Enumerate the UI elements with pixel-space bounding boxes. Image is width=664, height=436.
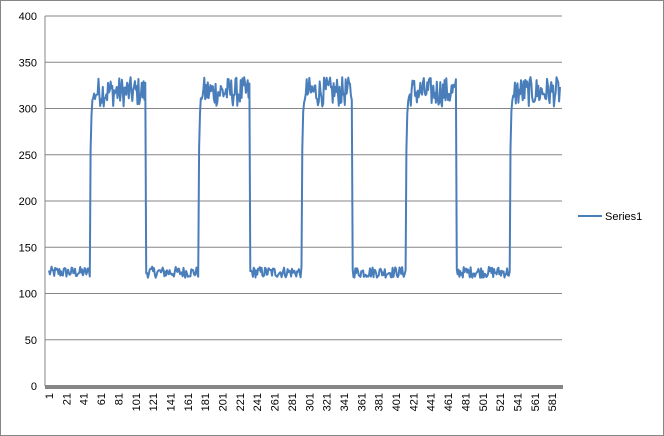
- y-tick-label: 50: [25, 335, 37, 347]
- gridlines: [44, 15, 562, 386]
- y-tick-label: 350: [19, 57, 37, 69]
- x-tick-label: 1: [44, 393, 56, 399]
- x-tick-label: 121: [148, 393, 160, 411]
- x-tick-label: 441: [426, 393, 438, 411]
- x-tick-label: 261: [270, 393, 282, 411]
- series1-line: [48, 76, 561, 279]
- x-tick-label: 421: [408, 393, 420, 411]
- x-tick-label: 541: [512, 393, 524, 411]
- x-tick-label: 581: [547, 393, 559, 411]
- x-tick-label: 401: [391, 393, 403, 411]
- y-tick-label: 400: [19, 11, 37, 23]
- x-tick-label: 241: [252, 393, 264, 411]
- x-tick-label: 341: [339, 393, 351, 411]
- x-tick-label: 61: [96, 393, 108, 405]
- y-tick-label: 300: [19, 104, 37, 116]
- x-tick-label: 361: [356, 393, 368, 411]
- x-tick-label: 181: [200, 393, 212, 411]
- y-tick-label: 150: [19, 242, 37, 254]
- x-tick-label: 481: [460, 393, 472, 411]
- y-tick-label: 250: [19, 150, 37, 162]
- x-tick-label: 21: [61, 393, 73, 405]
- x-tick-label: 141: [165, 393, 177, 411]
- x-tick-label: 161: [183, 393, 195, 411]
- x-tick-label: 81: [113, 393, 125, 405]
- x-axis-tick-labels: 1 21 41 61 81 101 121 141 161 181 201 221 241 261 281 3…: [44, 393, 559, 411]
- y-tick-label: 0: [31, 381, 37, 393]
- y-tick-label: 100: [19, 289, 37, 301]
- x-tick-label: 321: [322, 393, 334, 411]
- x-tick-label: 101: [131, 393, 143, 411]
- legend: Series1: [578, 211, 642, 223]
- x-axis-line: [45, 385, 563, 389]
- x-tick-label: 221: [235, 393, 247, 411]
- y-tick-label: 200: [19, 196, 37, 208]
- x-tick-label: 281: [287, 393, 299, 411]
- x-tick-label: 381: [374, 393, 386, 411]
- y-axis-tick-labels: 0 50 100 150 200 250 300 350 400: [19, 11, 37, 393]
- legend-label-series1: Series1: [605, 211, 642, 223]
- x-tick-label: 461: [443, 393, 455, 411]
- x-tick-label: 41: [79, 393, 91, 405]
- x-tick-label: 301: [304, 393, 316, 411]
- x-tick-label: 201: [218, 393, 230, 411]
- x-tick-label: 521: [495, 393, 507, 411]
- x-tick-label: 501: [478, 393, 490, 411]
- x-tick-label: 561: [530, 393, 542, 411]
